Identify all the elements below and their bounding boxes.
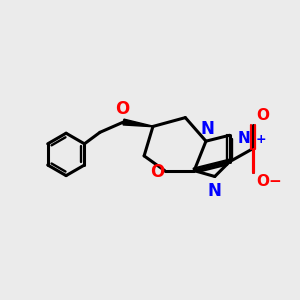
Polygon shape	[123, 119, 153, 127]
Text: N: N	[200, 120, 214, 138]
Text: O: O	[115, 100, 129, 118]
Text: O: O	[256, 109, 269, 124]
Text: O: O	[256, 174, 269, 189]
Text: +: +	[255, 133, 266, 146]
Text: −: −	[268, 174, 281, 189]
Text: O: O	[150, 163, 164, 181]
Text: N: N	[237, 131, 250, 146]
Text: N: N	[208, 182, 222, 200]
